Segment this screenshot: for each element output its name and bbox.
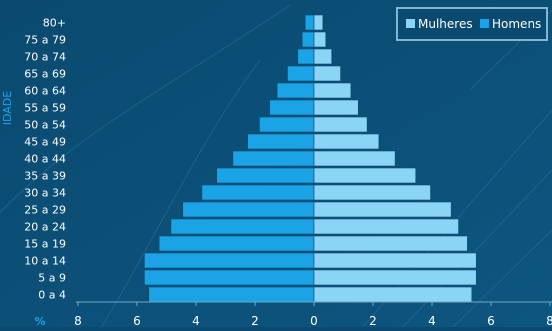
legend-swatch-homens [480, 19, 489, 28]
bar-homens-20-a-24 [170, 218, 315, 235]
bar-homens-5-a-9 [144, 269, 315, 286]
bar-homens-30-a-34 [201, 184, 315, 201]
bar-mulheres-60-a-64 [313, 82, 352, 99]
bar-homens-40-a-44 [232, 150, 315, 167]
bar-mulheres-20-a-24 [313, 218, 459, 235]
bar-mulheres-45-a-49 [313, 133, 380, 150]
bar-homens-0-a-4 [148, 286, 315, 303]
x-axis-unit-label: % [34, 315, 45, 327]
bar-mulheres-10-a-14 [313, 252, 477, 269]
bar-mulheres-55-a-59 [313, 99, 359, 116]
bar-mulheres-30-a-34 [313, 184, 431, 201]
legend-label-mulheres: Mulheres [418, 17, 473, 31]
x-tick-3: 2 [251, 314, 259, 327]
y-tick-25-a-29: 25 a 29 [24, 204, 66, 217]
x-tick-labels: 8 6 4 2 0 2 4 6 8 [74, 302, 552, 328]
bar-homens-75-a-79 [301, 31, 315, 48]
bar-mulheres-25-a-29 [313, 201, 452, 218]
bar-homens-80-plus [304, 14, 315, 31]
y-tick-80-plus: 80+ [43, 17, 66, 30]
y-tick-65-a-69: 65 a 69 [24, 68, 66, 81]
bar-homens-35-a-39 [216, 167, 315, 184]
bar-mulheres-75-a-79 [313, 31, 327, 48]
legend: Mulheres Homens [396, 7, 548, 41]
bar-mulheres-80-plus [313, 14, 324, 31]
legend-frame [396, 7, 548, 41]
bar-mulheres-50-a-54 [313, 116, 368, 133]
bar-mulheres-5-a-9 [313, 269, 477, 286]
bar-mulheres-70-a-74 [313, 48, 333, 65]
bar-homens-25-a-29 [182, 201, 315, 218]
bar-mulheres-0-a-4 [313, 286, 473, 303]
y-tick-15-a-19: 15 a 19 [24, 238, 66, 251]
y-tick-5-a-9: 5 a 9 [38, 272, 66, 285]
y-tick-10-a-14: 10 a 14 [24, 255, 66, 268]
x-tick-0: 8 [74, 314, 82, 327]
y-tick-35-a-39: 35 a 39 [24, 170, 66, 183]
y-tick-60-a-64: 60 a 64 [24, 85, 66, 98]
legend-label-homens: Homens [492, 17, 541, 31]
bar-homens-10-a-14 [144, 252, 315, 269]
x-tick-4: 0 [310, 314, 318, 327]
x-tick-1: 6 [133, 314, 141, 327]
x-tick-7: 6 [487, 314, 495, 327]
y-tick-40-a-44: 40 a 44 [24, 153, 66, 166]
bar-mulheres-15-a-19 [313, 235, 468, 252]
bar-homens-50-a-54 [259, 116, 315, 133]
bar-homens-45-a-49 [247, 133, 315, 150]
y-tick-0-a-4: 0 a 4 [38, 289, 66, 302]
bar-homens-65-a-69 [287, 65, 315, 82]
legend-swatch-mulheres [406, 19, 415, 28]
bar-homens-60-a-64 [276, 82, 315, 99]
y-tick-50-a-54: 50 a 54 [24, 119, 66, 132]
y-tick-70-a-74: 70 a 74 [24, 51, 66, 64]
bar-homens-15-a-19 [158, 235, 315, 252]
bar-mulheres-35-a-39 [313, 167, 417, 184]
y-tick-20-a-24: 20 a 24 [24, 221, 66, 234]
y-tick-labels: 0 a 4 5 a 9 10 a 14 15 a 19 20 a 24 25 a 29 30… [24, 17, 66, 302]
bar-homens-70-a-74 [297, 48, 315, 65]
x-tick-6: 4 [428, 314, 436, 327]
x-tick-5: 2 [369, 314, 377, 327]
bar-mulheres-65-a-69 [313, 65, 341, 82]
y-tick-30-a-34: 30 a 34 [24, 187, 66, 200]
x-tick-2: 4 [192, 314, 200, 327]
series-homens-bars [144, 14, 315, 303]
bar-mulheres-40-a-44 [313, 150, 396, 167]
y-tick-45-a-49: 45 a 49 [24, 136, 66, 149]
y-axis-title: IDADE [1, 91, 14, 126]
bar-homens-55-a-59 [269, 99, 315, 116]
x-tick-8: 8 [546, 314, 552, 327]
y-tick-75-a-79: 75 a 79 [24, 34, 66, 47]
series-mulheres-bars [313, 14, 477, 303]
y-tick-55-a-59: 55 a 59 [24, 102, 66, 115]
